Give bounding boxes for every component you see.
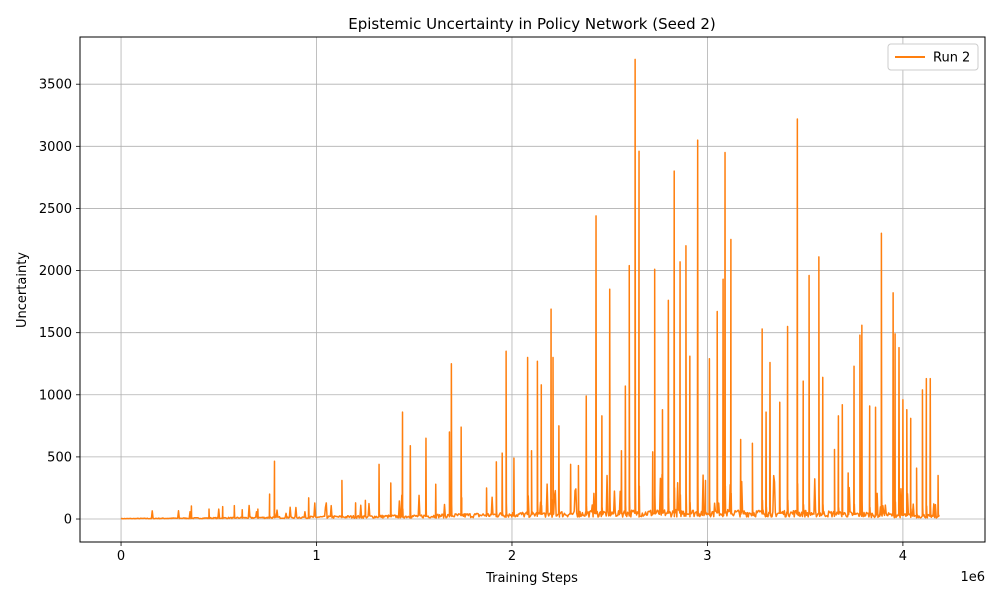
plot-frame (79, 36, 986, 543)
legend-box (887, 43, 979, 71)
chart-title: Epistemic Uncertainty in Policy Network … (348, 15, 716, 33)
y-axis-label: Uncertainty (15, 252, 30, 328)
y-tick-label: 2000 (39, 264, 72, 279)
y-tick-label: 0 (64, 513, 72, 528)
x-tick-label: 1 (312, 549, 320, 564)
series-line-run-2 (120, 58, 940, 520)
y-tick-label: 2500 (39, 202, 72, 217)
x-axis-label: Training Steps (485, 571, 578, 586)
legend: Run 2 (887, 43, 979, 71)
series-layer (120, 58, 940, 520)
y-tick-label: 500 (47, 450, 72, 465)
x-offset-label: 1e6 (960, 570, 985, 585)
x-tick-label: 4 (899, 549, 907, 564)
legend-label-run-2: Run 2 (933, 51, 970, 66)
x-tick-label: 0 (117, 549, 125, 564)
x-tick-label: 3 (703, 549, 711, 564)
y-tick-label: 3500 (39, 78, 72, 93)
x-tick-label: 2 (508, 549, 516, 564)
ticks: 0 1 2 3 4 0 500 1000 1500 2000 2500 3000 3500 (39, 78, 907, 564)
y-tick-label: 1000 (39, 388, 72, 403)
y-tick-label: 3000 (39, 140, 72, 155)
y-tick-label: 1500 (39, 326, 72, 341)
